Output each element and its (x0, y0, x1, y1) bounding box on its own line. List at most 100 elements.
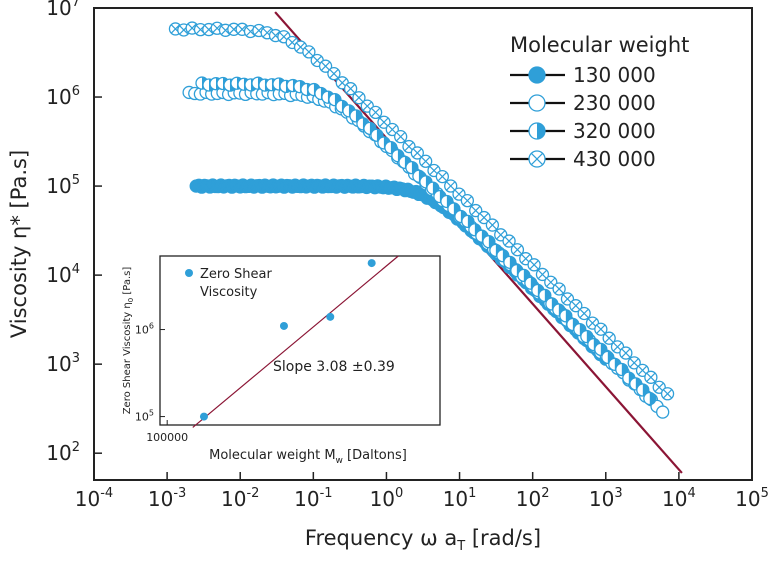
data-point (410, 146, 424, 160)
x-tick-label-exp: 5 (761, 486, 768, 501)
data-point (435, 169, 450, 184)
x-tick-label: 10-4 (75, 486, 113, 511)
x-tick-label-exp: 4 (687, 486, 695, 501)
data-point (485, 218, 500, 232)
x-tick-label: 104 (662, 486, 696, 511)
data-point (619, 346, 633, 360)
data-point (544, 275, 558, 289)
x-tick-label-exp: -3 (173, 486, 186, 501)
data-point (602, 331, 616, 345)
legend-label: 130 000 (573, 63, 656, 87)
x-tick-label-exp: 3 (614, 486, 622, 501)
legend-marker (528, 150, 546, 168)
x-tick-label-base: 10 (516, 487, 541, 511)
data-point (559, 309, 573, 323)
x-tick-label-base: 10 (148, 487, 173, 511)
data-point (552, 282, 566, 296)
inset-legend-label: Zero Shear (200, 267, 273, 282)
y-tick-label: 106 (46, 84, 80, 109)
data-point (343, 82, 358, 96)
x-tick-label-exp: 2 (541, 486, 549, 501)
x-tick-label-exp: 0 (395, 486, 403, 501)
inset-legend-label: Viscosity (200, 285, 258, 300)
data-point (335, 76, 349, 90)
x-tick-label-exp: 1 (468, 486, 476, 501)
y-tick-label: 104 (46, 262, 80, 287)
x-tick-label-exp: -2 (246, 486, 259, 501)
slope-annotation: Slope 3.08 ±0.39 (273, 359, 395, 375)
legend-label: 430 000 (573, 147, 656, 171)
data-point (394, 130, 408, 144)
x-tick-label-exp: -4 (100, 486, 113, 501)
y-axis-title: Viscosity η* [Pa.s] (7, 150, 31, 338)
data-point (527, 258, 541, 272)
data-point (327, 66, 341, 81)
data-point (368, 105, 383, 120)
x-tick-label-base: 10 (221, 487, 246, 511)
y-tick-label-exp: 7 (72, 0, 80, 10)
inset-data-point (199, 412, 208, 421)
data-point (502, 234, 516, 248)
y-tick-label-base: 10 (46, 0, 71, 20)
legend: Molecular weight 130 000 230 000 320 000 430… (510, 33, 689, 171)
legend-marker (528, 94, 546, 112)
inset-y-axis-title: Zero Shear Viscosity η0 [Pa.s] (122, 267, 135, 415)
x-tick-label-base: 10 (589, 487, 614, 511)
y-tick-label: 102 (46, 440, 80, 465)
data-point (469, 203, 483, 218)
data-point (643, 391, 657, 406)
y-tick-label-exp: 3 (72, 351, 80, 366)
y-tick-label-exp: 5 (72, 173, 80, 188)
x-tick-label: 105 (735, 486, 768, 511)
x-tick-label-base: 10 (75, 487, 100, 511)
data-point (569, 299, 583, 313)
inset-data-point (326, 312, 335, 321)
x-tick-label: 100 (370, 486, 404, 511)
data-point (635, 363, 650, 377)
data-point (560, 292, 575, 306)
x-tick-label: 102 (516, 486, 550, 511)
y-tick-label-base: 10 (46, 263, 71, 287)
y-tick-label-exp: 4 (72, 262, 80, 277)
inset-x-tick-label: 100000 (146, 431, 188, 444)
x-tick-label-base: 10 (370, 487, 395, 511)
inset-y-tick-label-base: 10 (135, 324, 149, 337)
series-2 (195, 76, 657, 406)
inset-x-axis-title: Molecular weight Mw [Daltons] (209, 448, 407, 466)
x-tick-label: 10-1 (294, 486, 332, 511)
data-point (535, 267, 550, 282)
data-point (405, 160, 419, 175)
main-plot-area: 10-4 10-3 10-2 10-1 100 101 102 103 104 105102103… (7, 0, 768, 554)
fit-line (192, 255, 399, 428)
data-point (627, 356, 641, 370)
inset-y-tick-label-base: 10 (135, 411, 149, 424)
x-tick-label-base: 10 (735, 487, 760, 511)
x-tick-label: 10-2 (221, 486, 259, 511)
plot-frame (93, 7, 753, 481)
inset-data-point (367, 259, 376, 268)
inset-y-tick-label-exp: 6 (149, 322, 154, 331)
data-point (318, 59, 333, 73)
data-point (460, 193, 475, 208)
y-tick-label-exp: 2 (72, 440, 80, 455)
x-tick-label-base: 10 (294, 487, 319, 511)
legend-label: 230 000 (573, 91, 656, 115)
data-point (360, 99, 374, 113)
data-point (377, 115, 391, 129)
inset-legend-marker (185, 269, 193, 277)
x-tick-label-exp: -1 (320, 486, 333, 501)
legend-label: 320 000 (573, 119, 656, 143)
inset-frame (159, 255, 441, 426)
data-point (577, 306, 591, 321)
x-tick-label: 10-3 (148, 486, 186, 511)
x-tick-label-base: 10 (443, 487, 468, 511)
y-tick-label-base: 10 (46, 85, 71, 109)
legend-marker (528, 66, 546, 84)
y-tick-label: 105 (46, 173, 80, 198)
data-point (477, 210, 491, 225)
x-tick-label: 103 (589, 486, 623, 511)
data-point (644, 370, 658, 384)
data-point (510, 243, 525, 257)
y-tick-label-exp: 6 (72, 84, 80, 99)
